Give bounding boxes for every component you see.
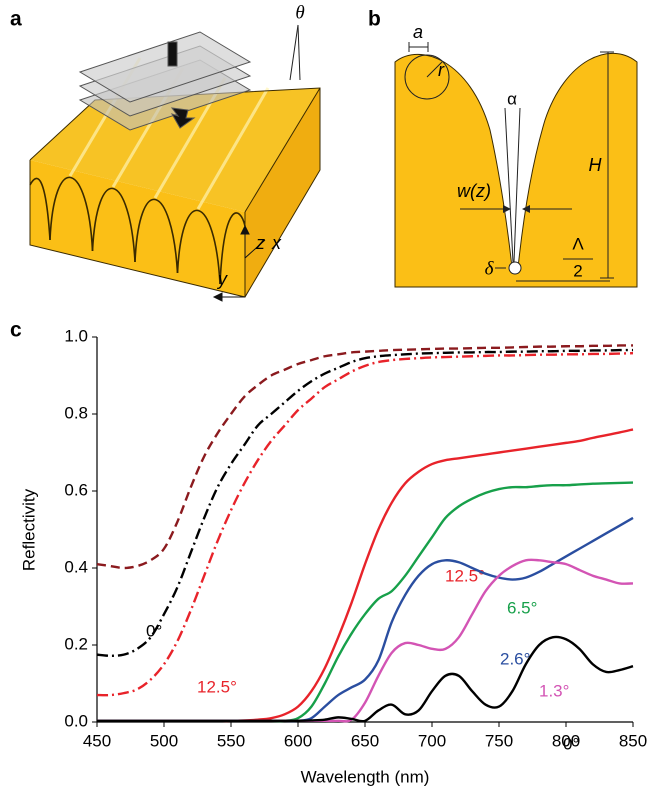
- x-tick-label: 800: [552, 731, 580, 750]
- angle-marker: [289, 24, 301, 81]
- y-tick-label: 0.4: [64, 557, 88, 576]
- axis-y: y: [216, 269, 228, 289]
- theta-label: θ: [295, 2, 304, 23]
- x-tick-label: 600: [284, 731, 312, 750]
- panel-label: a: [10, 8, 22, 31]
- radius-circle: [404, 54, 450, 100]
- tip-circle: [508, 261, 522, 275]
- x-tick-label: 500: [150, 731, 178, 750]
- x-axis-label: Wavelength (nm): [301, 767, 430, 786]
- alpha-label: α: [507, 89, 517, 108]
- r-label: r: [438, 60, 445, 80]
- axes-arrows: [212, 224, 266, 302]
- a-label: a: [413, 22, 423, 42]
- x-tick-label: 650: [351, 731, 379, 750]
- h-label: H: [589, 155, 603, 175]
- series-label: 0°: [563, 734, 579, 753]
- series-line: [96, 351, 634, 697]
- y-tick-label: 1.0: [64, 326, 88, 345]
- x-tick-label: 450: [83, 731, 111, 750]
- dimension-lines: [408, 42, 614, 282]
- series-label: 1.3°: [539, 681, 569, 700]
- y-tick-label: 0.6: [64, 480, 88, 499]
- x-tick-label: 750: [485, 731, 513, 750]
- series-line: [96, 635, 634, 723]
- series-label: 0°: [146, 621, 162, 640]
- panel-label: c: [10, 319, 22, 342]
- y-axis-label: Reflectivity: [19, 488, 38, 571]
- series-label: 12.5°: [445, 566, 485, 585]
- x-tick-label: 700: [418, 731, 446, 750]
- series-label: 6.5°: [507, 598, 537, 617]
- series-label: 12.5°: [197, 677, 237, 696]
- series-line: [96, 348, 634, 657]
- y-tick-label: 0.0: [64, 711, 88, 730]
- arrow-heads: [503, 205, 530, 213]
- w-label: w(z): [457, 181, 491, 201]
- y-tick-label: 0.2: [64, 634, 88, 653]
- lambda-label: Λ: [572, 234, 584, 253]
- axis-z: z: [255, 233, 265, 253]
- series-line: [96, 344, 634, 570]
- y-tick-label: 0.8: [64, 403, 88, 422]
- wavefront-plates: [78, 31, 252, 131]
- series-label: 2.6°: [500, 649, 530, 668]
- two-label: 2: [573, 261, 582, 280]
- panel-label: b: [368, 8, 381, 31]
- axis-x: x: [271, 233, 282, 253]
- delta-label: δ: [485, 258, 495, 279]
- x-tick-label: 850: [619, 731, 647, 750]
- series-line: [96, 428, 634, 723]
- x-tick-label: 550: [217, 731, 245, 750]
